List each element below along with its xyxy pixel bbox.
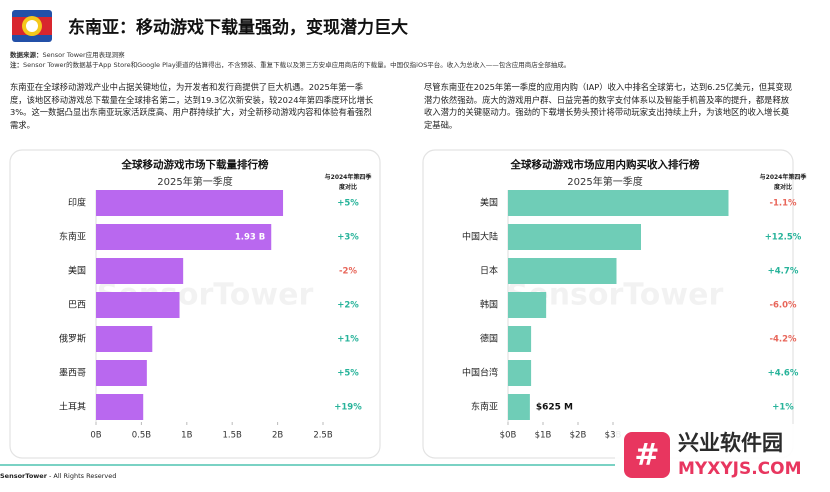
change-label: +12.5%: [765, 233, 802, 243]
change-label: -6.0%: [769, 301, 797, 311]
note-label: 注：: [10, 61, 23, 69]
chart-subtitle: 2025年第一季度: [157, 175, 232, 188]
stamp-icon: [624, 432, 670, 478]
x-tick-label: 1B: [181, 431, 192, 441]
chart-title: 全球移动游戏市场下载量排行榜: [121, 158, 269, 171]
x-tick-label: $0B: [500, 431, 517, 441]
x-tick-label: $1B: [535, 431, 552, 441]
chart-subtitle: 2025年第一季度: [567, 175, 642, 188]
stamp-mark: #: [634, 438, 659, 473]
category-label: 德国: [480, 333, 498, 345]
flag-icon: [12, 10, 52, 42]
change-label: +2%: [337, 301, 359, 311]
category-label: 中国台湾: [462, 367, 498, 379]
change-header-line: 度对比: [774, 183, 792, 191]
change-header: 与2024年第四季度对比: [760, 173, 807, 191]
x-tick-label: 1.5B: [223, 431, 243, 441]
value-label: 1.93 B: [235, 233, 265, 243]
category-label: 中国大陆: [462, 231, 498, 243]
change-label: -2%: [339, 267, 357, 277]
bar: [508, 326, 532, 352]
change-header-line: 与2024年第四季: [325, 173, 372, 181]
category-label: 美国: [68, 265, 86, 277]
paragraph: 东南亚在全球移动游戏产业中占据关键地位，为开发者和发行商提供了巨大机遇。2025…: [10, 82, 374, 130]
footer-brand: SensorTower: [0, 472, 48, 480]
stamp-url: MYXYJS.COM: [678, 459, 802, 479]
change-header: 与2024年第四季度对比: [325, 173, 372, 191]
bar: [96, 326, 153, 352]
paragraph: 尽管东南亚在2025年第一季度的应用内购（IAP）收入中排名全球第七，达到6.2…: [424, 82, 792, 130]
bar: [508, 292, 547, 318]
value-label: $625 M: [536, 403, 573, 413]
bar: [96, 394, 144, 420]
change-label: +5%: [337, 369, 359, 379]
change-label: -1.1%: [769, 199, 797, 209]
bar: [96, 360, 147, 386]
change-header-line: 度对比: [339, 183, 357, 191]
x-tick-label: 2B: [272, 431, 283, 441]
category-label: 美国: [480, 197, 498, 209]
footer: SensorTower - All Rights Reserved: [0, 472, 116, 480]
change-label: -4.2%: [769, 335, 797, 345]
category-label: 东南亚: [59, 231, 86, 243]
category-label: 墨西哥: [59, 368, 86, 379]
source-text: Sensor Tower应用表现洞察: [42, 51, 125, 59]
category-label: 日本: [480, 265, 498, 277]
bar: [96, 292, 180, 318]
category-label: 东南亚: [471, 401, 498, 413]
x-tick-label: $2B: [570, 431, 587, 441]
change-label: +19%: [334, 403, 362, 413]
change-label: +3%: [337, 233, 359, 243]
stamp-name: 兴业软件园: [678, 431, 783, 455]
bar: [96, 190, 284, 216]
note: 注：Sensor Tower的数据基于App Store和Google Play…: [10, 59, 570, 69]
category-label: 韩国: [480, 299, 498, 311]
category-label: 印度: [68, 197, 86, 209]
footer-text: - All Rights Reserved: [47, 472, 116, 480]
page-title: 东南亚：移动游戏下载量强劲，变现潜力巨大: [68, 18, 408, 38]
change-label: +4.7%: [768, 267, 799, 277]
bar: [96, 258, 184, 284]
category-label: 俄罗斯: [59, 333, 86, 345]
source: 数据来源：Sensor Tower应用表现洞察: [10, 49, 125, 59]
x-tick-label: 2.5B: [313, 431, 333, 441]
category-label: 巴西: [68, 300, 86, 311]
change-header-line: 与2024年第四季: [760, 173, 807, 181]
category-label: 土耳其: [59, 401, 86, 413]
bar: [508, 224, 641, 250]
bar: [508, 394, 530, 420]
x-tick-label: $3B: [605, 431, 622, 441]
bar: [96, 224, 272, 250]
change-label: +1%: [772, 403, 794, 413]
change-label: +1%: [337, 335, 359, 345]
bar: [508, 360, 532, 386]
bar: [508, 258, 617, 284]
source-label: 数据来源：: [10, 51, 43, 59]
note-text: Sensor Tower的数据基于App Store和Google Play渠道…: [23, 61, 571, 69]
bar: [508, 190, 729, 216]
x-tick-label: 0.5B: [132, 431, 152, 441]
x-tick-label: 0B: [90, 431, 101, 441]
change-label: +4.6%: [768, 369, 799, 379]
change-label: +5%: [337, 199, 359, 209]
chart-title: 全球移动游戏市场应用内购买收入排行榜: [510, 158, 700, 171]
